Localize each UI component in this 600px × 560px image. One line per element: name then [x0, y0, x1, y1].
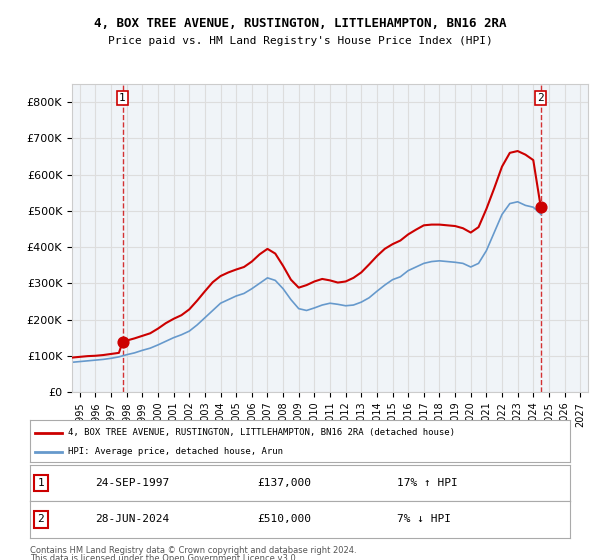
Text: HPI: Average price, detached house, Arun: HPI: Average price, detached house, Arun — [68, 447, 283, 456]
Text: £137,000: £137,000 — [257, 478, 311, 488]
Text: 24-SEP-1997: 24-SEP-1997 — [95, 478, 169, 488]
Text: 1: 1 — [119, 94, 126, 103]
Point — [536, 203, 545, 212]
Text: 4, BOX TREE AVENUE, RUSTINGTON, LITTLEHAMPTON, BN16 2RA (detached house): 4, BOX TREE AVENUE, RUSTINGTON, LITTLEHA… — [68, 428, 455, 437]
Text: 7% ↓ HPI: 7% ↓ HPI — [397, 515, 451, 524]
Text: 4, BOX TREE AVENUE, RUSTINGTON, LITTLEHAMPTON, BN16 2RA: 4, BOX TREE AVENUE, RUSTINGTON, LITTLEHA… — [94, 17, 506, 30]
Text: 1: 1 — [37, 478, 44, 488]
Text: £510,000: £510,000 — [257, 515, 311, 524]
Text: Contains HM Land Registry data © Crown copyright and database right 2024.: Contains HM Land Registry data © Crown c… — [30, 546, 356, 555]
Point — [118, 338, 127, 347]
Text: This data is licensed under the Open Government Licence v3.0.: This data is licensed under the Open Gov… — [30, 554, 298, 560]
Text: 2: 2 — [538, 94, 544, 103]
Text: 28-JUN-2024: 28-JUN-2024 — [95, 515, 169, 524]
Text: 2: 2 — [37, 515, 44, 524]
Text: Price paid vs. HM Land Registry's House Price Index (HPI): Price paid vs. HM Land Registry's House … — [107, 36, 493, 46]
Text: 17% ↑ HPI: 17% ↑ HPI — [397, 478, 458, 488]
